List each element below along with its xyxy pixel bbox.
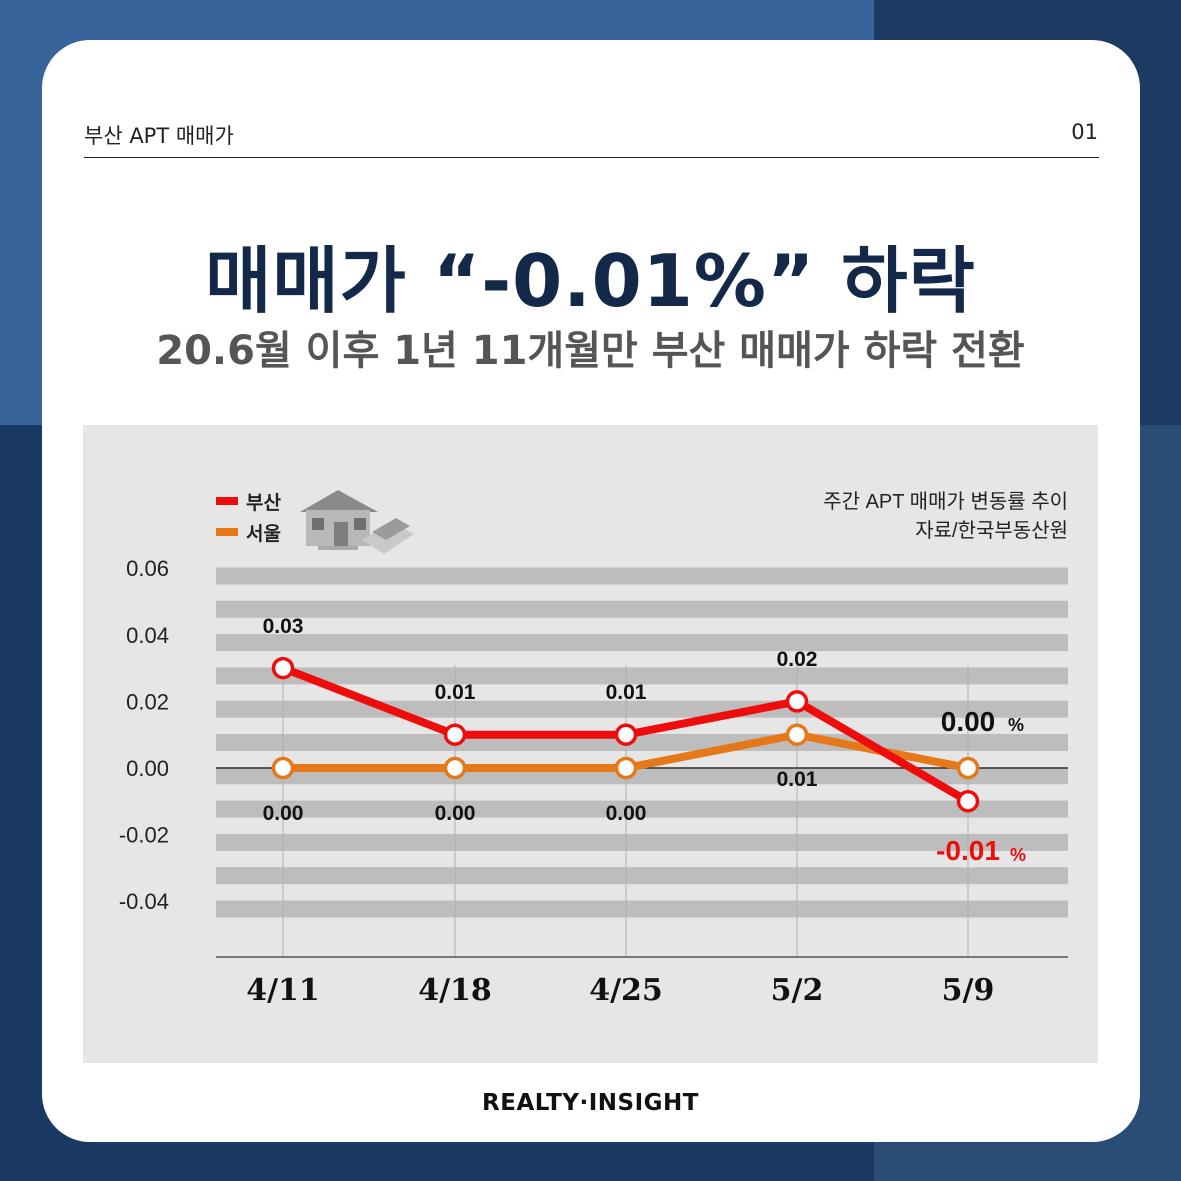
brand-footer: REALTY·INSIGHT xyxy=(482,1090,699,1116)
legend-label-seoul: 서울 xyxy=(246,523,281,545)
y-tick-label: -0.04 xyxy=(119,889,169,914)
page-title: 매매가 “-0.01%” 하락 xyxy=(205,239,976,323)
grid-band xyxy=(216,634,1068,652)
legend-swatch-seoul xyxy=(216,528,238,536)
data-point-seoul xyxy=(956,756,980,780)
header-divider xyxy=(84,157,1099,158)
grid-band xyxy=(216,900,1068,918)
data-labels: 0.03 0.01 0.01 0.02 -0.01 % 0.00 0.00 0.00 0.01 0.… xyxy=(263,615,1026,866)
grid-band xyxy=(216,833,1068,851)
grid-band xyxy=(216,800,1068,818)
data-label-busan: 0.03 xyxy=(263,615,304,638)
grid-band xyxy=(216,667,1068,685)
data-label-busan: 0.02 xyxy=(777,648,818,671)
page-number: 01 xyxy=(1071,120,1098,144)
legend-swatch-busan xyxy=(216,497,238,505)
data-label-busan: 0.01 xyxy=(435,681,476,704)
page-subtitle: 20.6월 이후 1년 11개월만 부산 매매가 하락 전환 xyxy=(156,328,1025,374)
grid-band xyxy=(216,600,1068,618)
y-tick-label: -0.02 xyxy=(119,823,169,848)
x-tick-label: 4/11 xyxy=(246,973,320,1008)
y-tick-label: 0.02 xyxy=(126,689,169,714)
data-point-busan xyxy=(614,723,638,746)
data-point-seoul xyxy=(614,756,638,780)
series-lines xyxy=(271,656,980,813)
grid-band xyxy=(216,867,1068,885)
data-point-busan xyxy=(271,656,295,680)
x-tick-label: 5/2 xyxy=(771,973,824,1008)
data-label-seoul-latest: 0.00 xyxy=(941,706,996,737)
y-tick-label: 0.00 xyxy=(126,756,169,781)
data-label-busan: 0.01 xyxy=(606,681,647,704)
data-point-seoul xyxy=(785,723,809,746)
house-icon xyxy=(300,490,414,554)
y-tick-label: 0.06 xyxy=(126,556,169,581)
legend-label-busan: 부산 xyxy=(246,492,281,514)
chart-note-title: 주간 APT 매매가 변동률 추이 xyxy=(823,490,1068,513)
x-tick-label: 5/9 xyxy=(942,973,995,1008)
y-tick-label: 0.04 xyxy=(126,623,169,648)
data-label-busan-latest: -0.01 xyxy=(936,835,1000,866)
data-point-seoul xyxy=(443,756,467,780)
data-point-busan xyxy=(443,723,467,746)
legend: 부산 서울 xyxy=(216,492,281,545)
x-tick-label: 4/25 xyxy=(589,973,663,1008)
data-point-busan xyxy=(785,690,809,713)
percent-sign-seoul: % xyxy=(1008,715,1024,735)
data-label-seoul: 0.01 xyxy=(777,768,818,791)
x-tick-label: 4/18 xyxy=(418,973,492,1008)
grid-band xyxy=(216,700,1068,718)
percent-sign-busan: % xyxy=(1010,845,1026,865)
data-point-seoul xyxy=(271,756,295,780)
data-label-seoul: 0.00 xyxy=(263,802,304,825)
chart-note-source: 자료/한국부동산원 xyxy=(915,519,1068,542)
header-topic: 부산 APT 매매가 xyxy=(84,124,234,148)
data-label-seoul: 0.00 xyxy=(606,802,647,825)
data-label-seoul: 0.00 xyxy=(435,802,476,825)
data-point-busan xyxy=(956,790,980,813)
grid-band xyxy=(216,567,1068,585)
axes: 0.06 0.04 0.02 0.00 -0.02 -0.04 4/11 4/18 4/25 5/… xyxy=(119,556,1068,1008)
